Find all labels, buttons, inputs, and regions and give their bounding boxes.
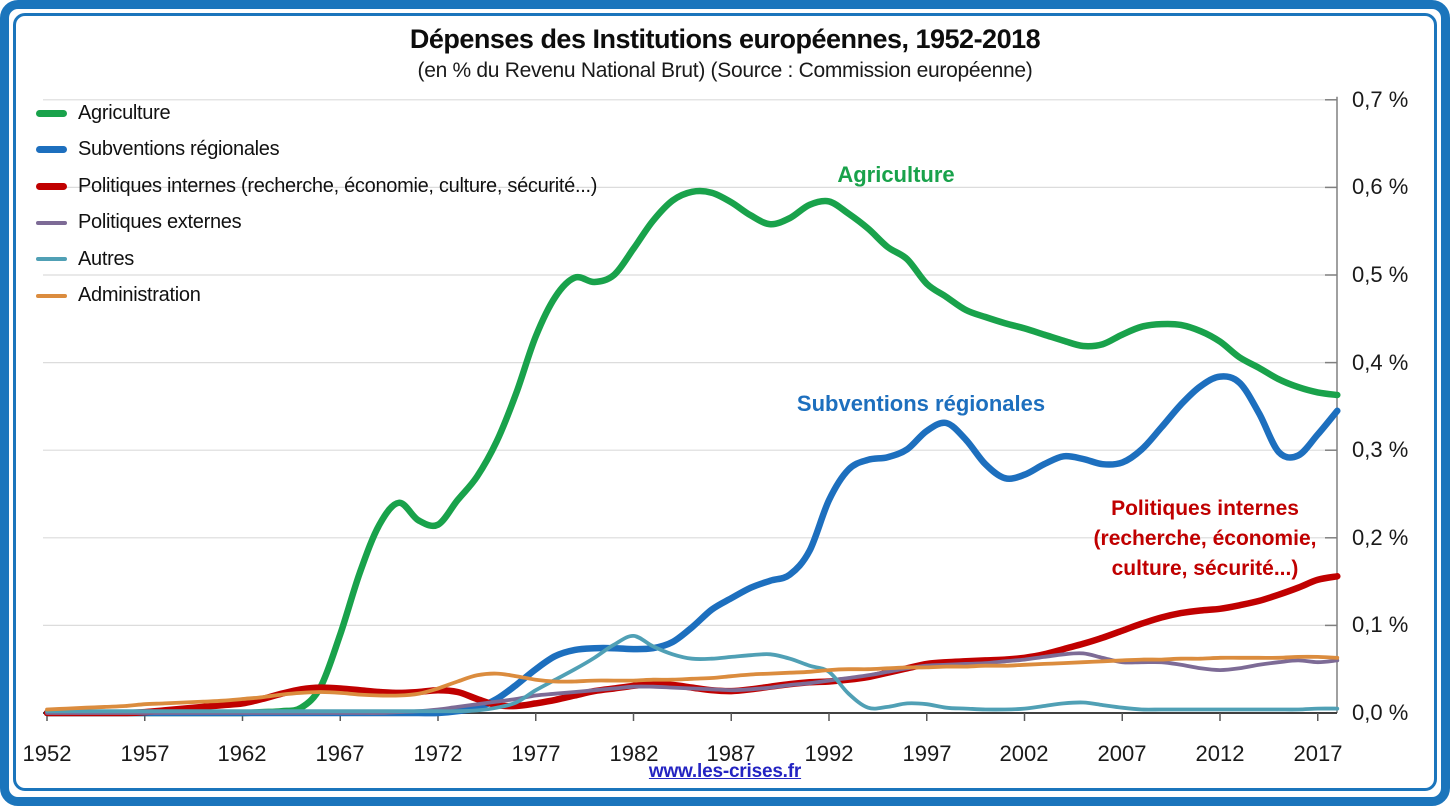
annotation-politiques-internes-line1: Politiques internes — [1111, 497, 1299, 520]
legend-label: Administration — [78, 284, 201, 307]
legend-swatch-administration-icon — [36, 293, 67, 298]
annotation-subventions-regionales: Subventions régionales — [796, 391, 1046, 416]
x-axis-label: 1982 — [609, 741, 659, 766]
source-link[interactable]: www.les-crises.fr — [648, 761, 802, 782]
x-axis-label: 1977 — [511, 741, 561, 766]
x-axis-label: 1957 — [120, 741, 170, 766]
x-axis-label: 2012 — [1195, 741, 1245, 766]
legend-swatch-subventions-icon — [36, 146, 67, 154]
inner-frame-border — [13, 13, 1437, 791]
y-axis-label: 0,0 % — [1352, 700, 1409, 725]
legend-swatch-autres-icon — [36, 257, 67, 262]
y-axis-label: 0,5 % — [1352, 262, 1409, 287]
legend-item-administration: Administration — [36, 278, 597, 315]
page-subtitle: (en % du Revenu National Brut) (Source :… — [417, 59, 1033, 82]
y-axis-label: 0,1 % — [1352, 612, 1409, 637]
annotation-politiques-internes-line2: (recherche, économie, — [1093, 527, 1317, 550]
legend-label: Autres — [78, 247, 135, 270]
x-axis-label: 2002 — [999, 741, 1049, 766]
y-axis-label: 0,3 % — [1352, 437, 1409, 462]
y-axis-label: 0,7 % — [1352, 87, 1409, 112]
legend-item-autres: Autres — [36, 241, 597, 278]
y-axis-label: 0,2 % — [1352, 525, 1409, 550]
legend-swatch-internes-icon — [36, 182, 67, 190]
footer: www.les-crises.fr — [0, 761, 1450, 783]
legend-label: Politiques externes — [78, 211, 242, 234]
chart-legend: Agriculture Subventions régionales Polit… — [36, 95, 597, 314]
legend-item-politiques-internes: Politiques internes (recherche, économie… — [36, 168, 597, 205]
x-axis-label: 1952 — [22, 741, 72, 766]
annotation-politiques-internes-line3: culture, sécurité...) — [1111, 557, 1299, 580]
legend-item-agriculture: Agriculture — [36, 95, 597, 132]
series-line-administration — [45, 654, 1340, 712]
legend-swatch-externes-icon — [36, 220, 67, 225]
legend-label: Agriculture — [78, 101, 171, 124]
x-axis-label: 2007 — [1097, 741, 1147, 766]
x-axis-label: 1972 — [413, 741, 463, 766]
x-axis-label: 1967 — [315, 741, 365, 766]
legend-swatch-agriculture-icon — [36, 109, 67, 117]
series-line-autres — [45, 634, 1340, 714]
y-axis-label: 0,4 % — [1352, 350, 1409, 375]
annotation-agriculture: Agriculture — [837, 162, 955, 187]
x-axis-label: 2017 — [1293, 741, 1343, 766]
x-axis-label: 1987 — [706, 741, 756, 766]
annotation-politiques-internes: Politiques internes (recherche, économie… — [1064, 494, 1346, 584]
legend-item-subventions-regionales: Subventions régionales — [36, 132, 597, 169]
legend-label: Politiques internes (recherche, économie… — [78, 174, 598, 197]
legend-item-politiques-externes: Politiques externes — [36, 205, 597, 242]
x-axis-label: 1962 — [217, 741, 267, 766]
page-title: Dépenses des Institutions européennes, 1… — [409, 24, 1041, 54]
x-axis-label: 1992 — [804, 741, 854, 766]
legend-label: Subventions régionales — [78, 138, 280, 161]
y-axis-label: 0,6 % — [1352, 174, 1409, 199]
x-axis-label: 1997 — [902, 741, 952, 766]
